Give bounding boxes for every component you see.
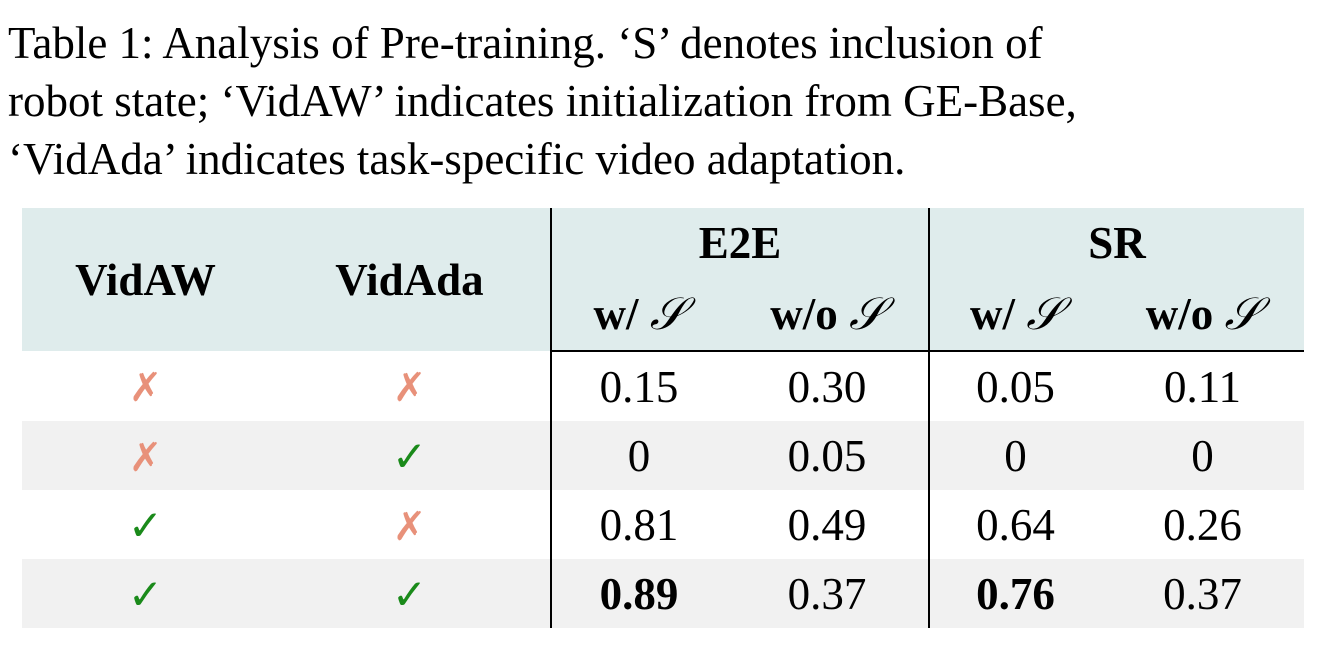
cell-e2e-with: 0.15	[599, 361, 679, 412]
caption-line-1: Table 1: Analysis of Pre-training. ‘S’ d…	[8, 18, 1043, 68]
cell-e2e-without: 0.37	[726, 559, 930, 628]
cell-sr-with-best: 0.76	[929, 559, 1101, 628]
cell-sr-with: 0.64	[976, 499, 1055, 550]
state-symbol: 𝒮	[1026, 287, 1062, 340]
caption-line-3: ‘VidAda’ indicates task-specific video a…	[8, 134, 906, 184]
header-e2e-without-state: w/o 𝒮	[726, 278, 930, 352]
check-mark-icon: ✓	[127, 500, 164, 550]
sub-label-with: w/	[593, 289, 639, 339]
sub-label-without: w/o	[1145, 289, 1214, 339]
header-sr-without-state: w/o 𝒮	[1101, 278, 1304, 352]
sub-label-with: w/	[969, 289, 1015, 339]
cross-mark-icon: ✗	[128, 434, 163, 481]
cell-sr-without: 0.26	[1163, 499, 1242, 550]
cell-sr-without: 0.11	[1163, 361, 1242, 412]
header-vidada: VidAda	[269, 208, 552, 351]
check-mark-icon: ✓	[127, 569, 164, 619]
cell-sr-with: 0.05	[976, 361, 1055, 412]
header-sr-with-state: w/ 𝒮	[929, 278, 1101, 352]
cell-sr-without: 0	[1101, 421, 1304, 490]
cell-e2e-without: 0.49	[726, 490, 930, 559]
table-body: ✗ ✗ 0.15 0.30 0.05 0.11 ✗ ✓ 0 0.05 0 0 ✓…	[22, 351, 1304, 628]
table-row: ✓ ✓ 0.89 0.37 0.76 0.37	[22, 559, 1304, 628]
cross-mark-icon: ✗	[392, 503, 427, 550]
cross-mark-icon: ✗	[128, 365, 163, 411]
check-mark-icon: ✓	[391, 569, 428, 619]
header-sr: SR	[929, 208, 1304, 278]
table-row: ✗ ✓ 0 0.05 0 0	[22, 421, 1304, 490]
header-e2e: E2E	[551, 208, 930, 278]
results-table: VidAW VidAda E2E SR w/ 𝒮 w/o 𝒮 w/ 𝒮 w/o …	[22, 208, 1304, 628]
cell-e2e-without: 0.30	[726, 351, 930, 421]
table-row: ✓ ✗ 0.81 0.49 0.64 0.26	[22, 490, 1304, 559]
cell-e2e-without: 0.05	[726, 421, 930, 490]
cell-e2e-with-best: 0.89	[551, 559, 726, 628]
table-caption: Table 1: Analysis of Pre-training. ‘S’ d…	[8, 14, 1328, 188]
table-header: VidAW VidAda E2E SR w/ 𝒮 w/o 𝒮 w/ 𝒮 w/o …	[22, 208, 1304, 352]
cross-mark-icon: ✗	[392, 365, 427, 411]
caption-line-2: robot state; ‘VidAW’ indicates initializ…	[8, 76, 1077, 126]
cell-e2e-with: 0	[551, 421, 726, 490]
state-symbol: 𝒮	[1224, 287, 1260, 340]
state-symbol: 𝒮	[649, 287, 685, 340]
cell-sr-with: 0	[929, 421, 1101, 490]
header-vidaw: VidAW	[22, 208, 269, 351]
table-row: ✗ ✗ 0.15 0.30 0.05 0.11	[22, 351, 1304, 421]
check-mark-icon: ✓	[391, 431, 428, 481]
sub-label-without: w/o	[770, 289, 838, 339]
state-symbol: 𝒮	[848, 287, 884, 340]
header-e2e-with-state: w/ 𝒮	[551, 278, 726, 352]
cell-e2e-with: 0.81	[599, 499, 679, 550]
cell-sr-without: 0.37	[1101, 559, 1304, 628]
